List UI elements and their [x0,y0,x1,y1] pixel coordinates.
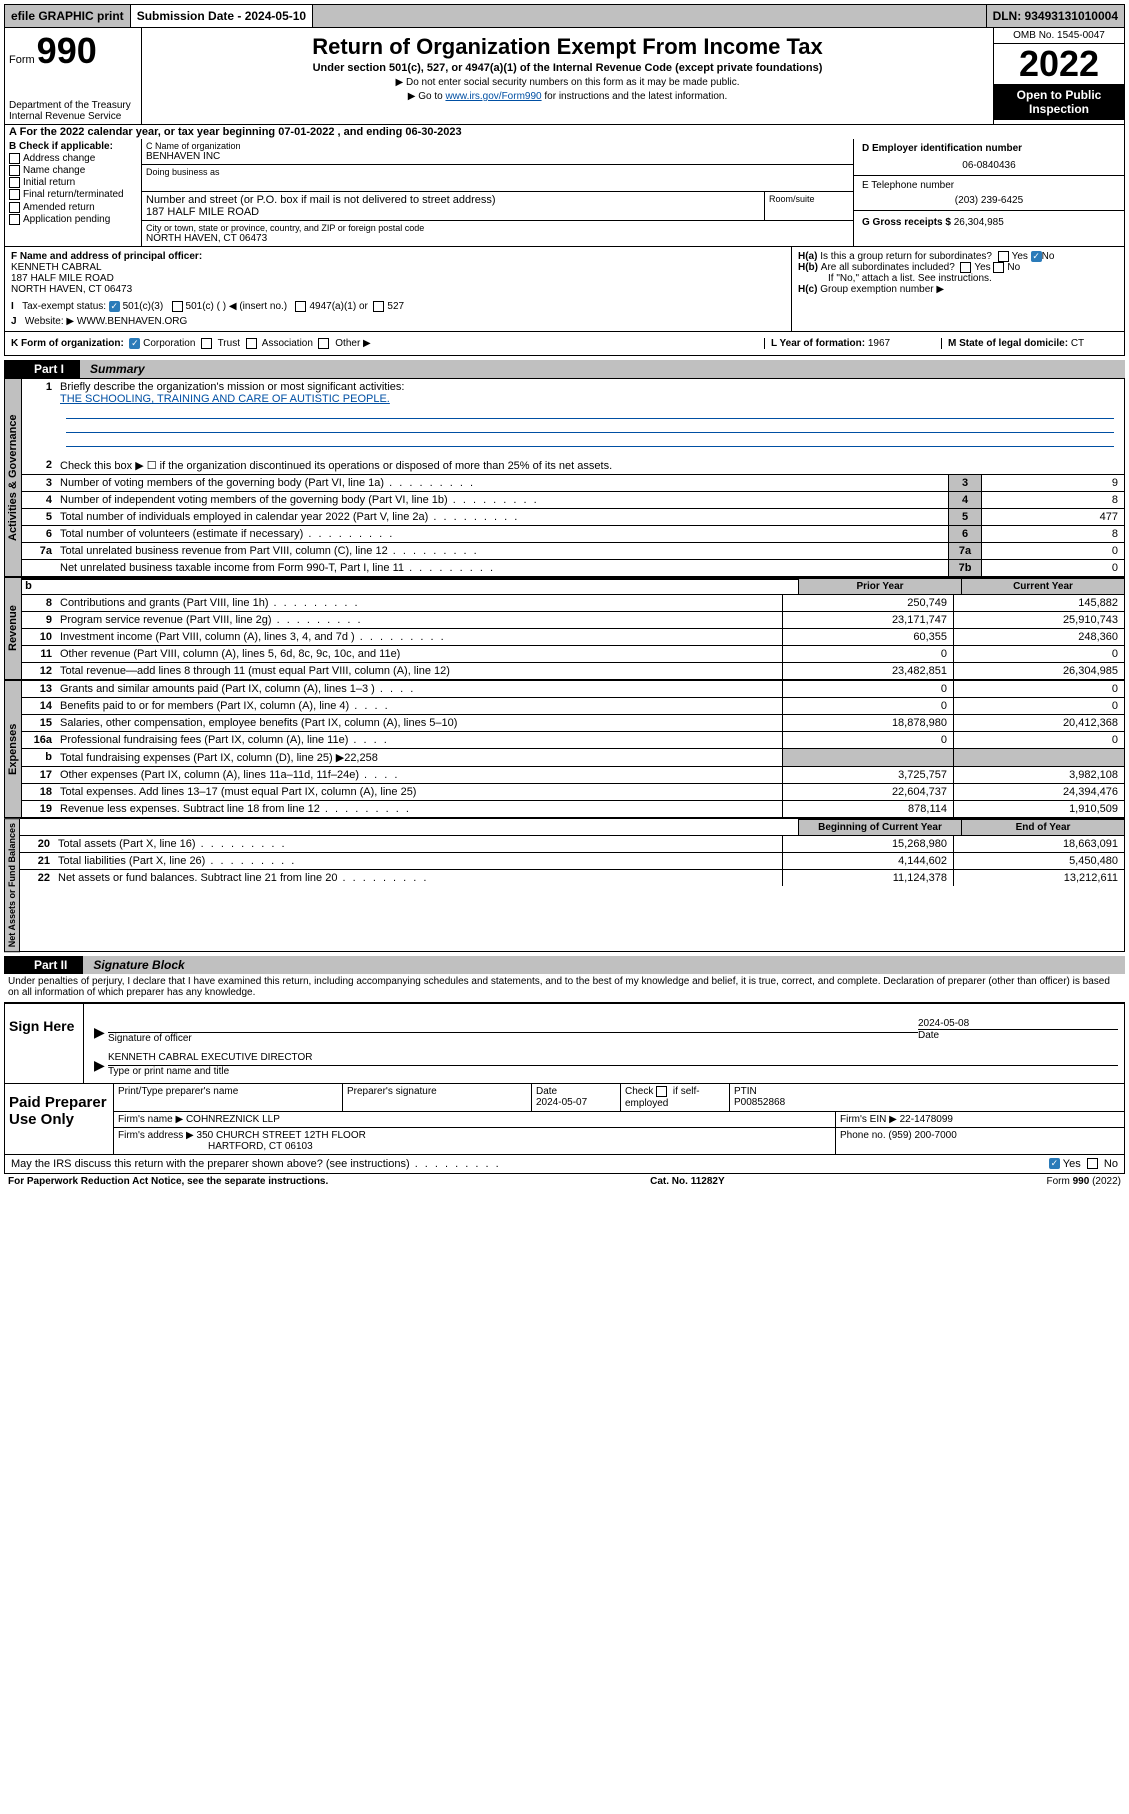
entity-block: B Check if applicable: Address change Na… [4,139,1125,247]
part-1-header: Part I Summary [4,360,1125,378]
gross-label: G Gross receipts $ [862,217,951,228]
street-value: 187 HALF MILE ROAD [146,206,760,218]
city-label: City or town, state or province, country… [146,223,849,233]
ssn-note: Do not enter social security numbers on … [148,77,987,88]
tax-period: A For the 2022 calendar year, or tax yea… [4,125,1125,139]
submission-date: Submission Date - 2024-05-10 [131,5,313,27]
dept-treasury: Department of the Treasury [9,100,137,111]
top-bar: efile GRAPHIC print Submission Date - 20… [4,4,1125,28]
preparer-block: Paid Preparer Use Only Print/Type prepar… [4,1084,1125,1154]
section-revenue: Revenue b Prior YearCurrent Year 8Contri… [4,577,1125,680]
gross-value: 26,304,985 [954,217,1004,228]
page-footer: For Paperwork Reduction Act Notice, see … [4,1174,1125,1189]
mission-text: THE SCHOOLING, TRAINING AND CARE OF AUTI… [60,393,390,405]
signer-name: KENNETH CABRAL EXECUTIVE DIRECTOR [108,1052,1118,1063]
phone-label: E Telephone number [862,180,1116,191]
room-label: Room/suite [765,192,853,220]
officer-label: F Name and address of principal officer: [11,251,785,262]
section-b-label: B Check if applicable: [9,141,137,152]
website-value: WWW.BENHAVEN.ORG [77,316,187,327]
section-activities: Activities & Governance 1 Briefly descri… [4,378,1125,577]
tax-year: 2022 [994,44,1124,84]
row-f-h: F Name and address of principal officer:… [4,247,1125,332]
phone-value: (203) 239-6425 [862,195,1116,206]
form-subtitle: Under section 501(c), 527, or 4947(a)(1)… [148,62,987,74]
officer-city: NORTH HAVEN, CT 06473 [11,284,785,295]
form-header: Form 990 Department of the Treasury Inte… [4,28,1125,125]
sig-declaration: Under penalties of perjury, I declare th… [4,974,1125,1000]
city-value: NORTH HAVEN, CT 06473 [146,233,849,244]
form-word: Form [9,54,35,66]
officer-name: KENNETH CABRAL [11,262,785,273]
officer-street: 187 HALF MILE ROAD [11,273,785,284]
sign-here-block: Sign Here ▶ Signature of officer 2024-05… [4,1002,1125,1084]
section-net-assets: Net Assets or Fund Balances Beginning of… [4,818,1125,952]
section-expenses: Expenses 13Grants and similar amounts pa… [4,680,1125,818]
irs-link[interactable]: www.irs.gov/Form990 [445,91,541,102]
dba-label: Doing business as [146,167,849,177]
form-title: Return of Organization Exempt From Incom… [148,34,987,60]
dln: DLN: 93493131010004 [986,5,1124,27]
part-2-header: Part II Signature Block [4,956,1125,974]
efile-label[interactable]: efile GRAPHIC print [5,5,131,27]
ein-label: D Employer identification number [862,143,1116,154]
street-label: Number and street (or P.O. box if mail i… [146,194,760,206]
row-klm: K Form of organization: ✓ Corporation Tr… [4,332,1125,356]
irs-label: Internal Revenue Service [9,111,137,122]
omb-number: OMB No. 1545-0047 [994,28,1124,44]
goto-note: Go to www.irs.gov/Form990 for instructio… [148,91,987,102]
open-public-2: Inspection [1029,102,1089,116]
check-icon: ✓ [109,301,120,312]
ein-value: 06-0840436 [862,160,1116,171]
org-name-label: C Name of organization [146,141,849,151]
form-number: 990 [37,30,97,72]
discuss-row: May the IRS discuss this return with the… [4,1155,1125,1174]
org-name: BENHAVEN INC [146,151,849,162]
open-public-1: Open to Public [1017,88,1102,102]
